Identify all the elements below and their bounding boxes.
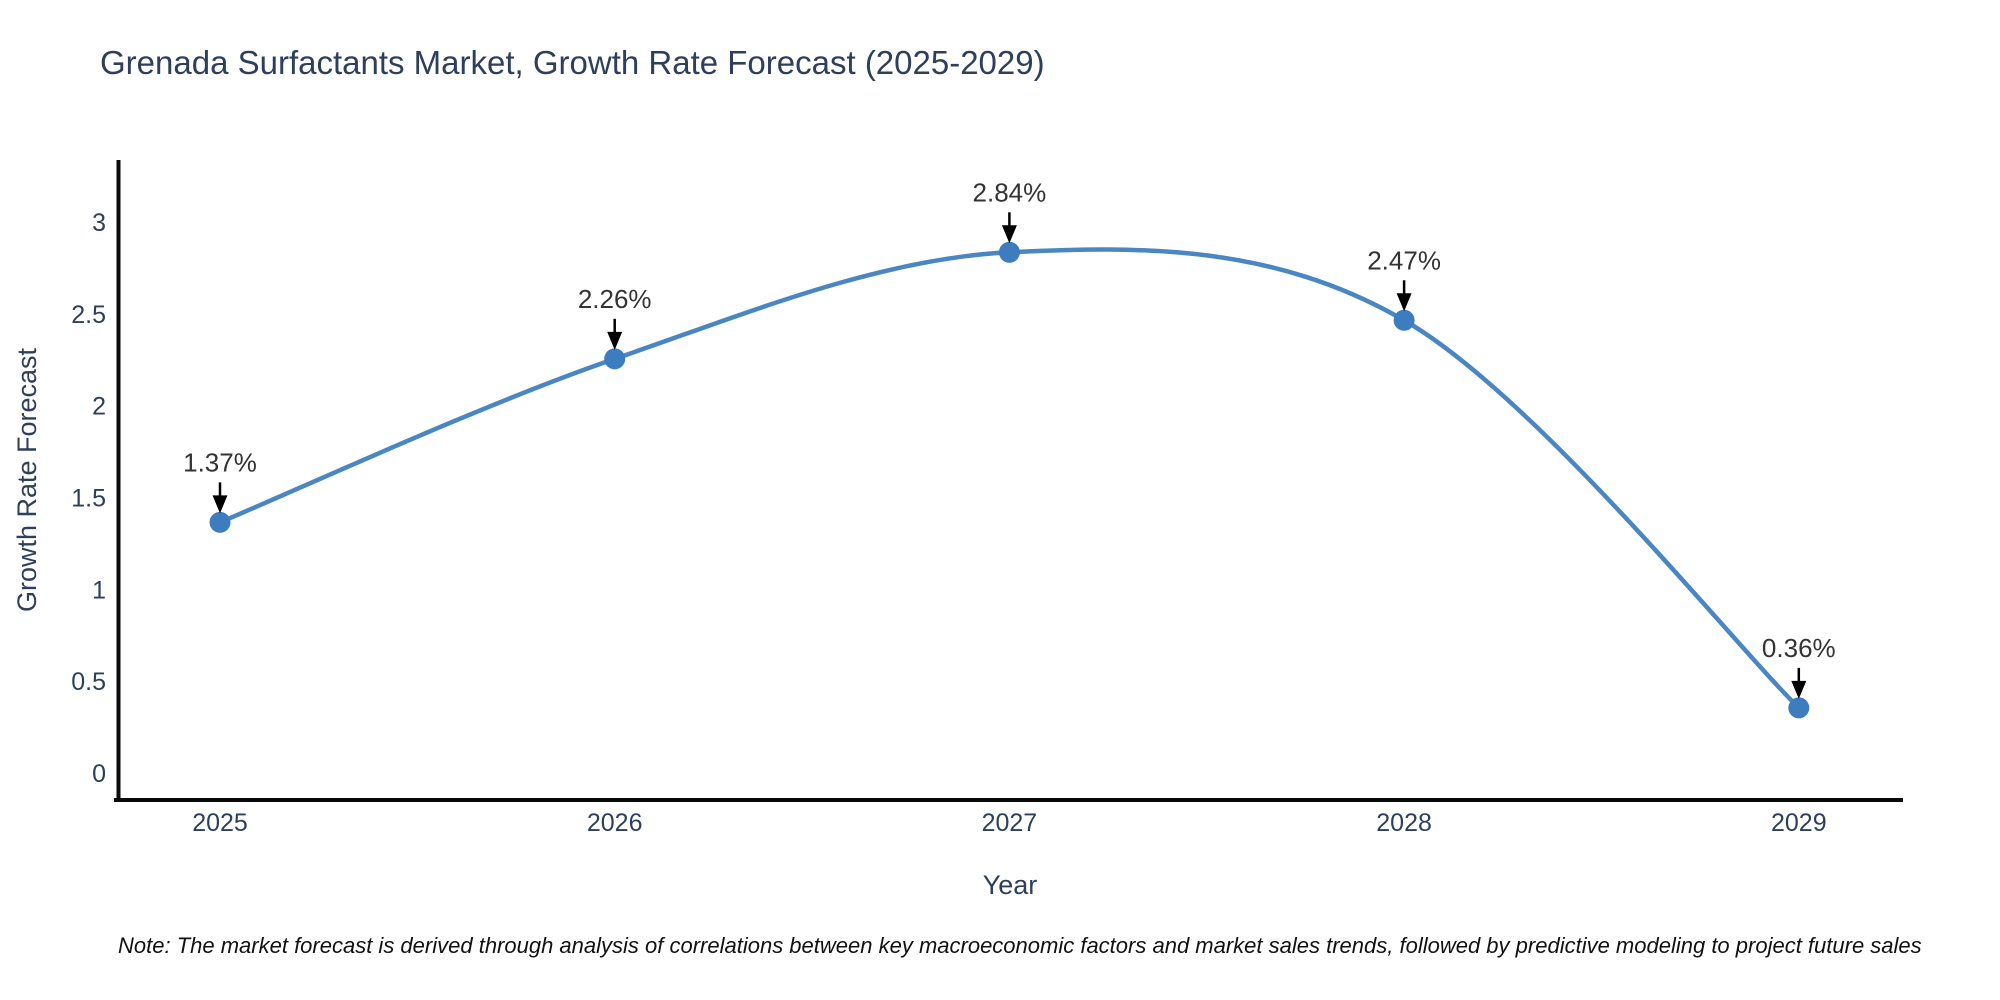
annotation-arrow-head — [1396, 293, 1412, 312]
data-point-2027 — [998, 241, 1020, 263]
y-axis-title: Growth Rate Forecast — [12, 347, 42, 612]
data-point-2028 — [1393, 309, 1415, 331]
point-label: 2.84% — [973, 177, 1047, 207]
data-point-2025 — [209, 511, 231, 533]
data-point-2029 — [1788, 697, 1810, 719]
x-tick-label: 2026 — [587, 809, 643, 837]
x-tick-label: 2028 — [1376, 809, 1432, 837]
y-tick-label: 0 — [92, 760, 106, 788]
point-label: 0.36% — [1762, 633, 1836, 663]
point-label: 1.37% — [183, 447, 257, 477]
y-tick-label: 2.5 — [71, 301, 106, 329]
x-axis-title: Year — [983, 870, 1038, 900]
trend-line-layer — [209, 241, 1810, 719]
point-label: 2.26% — [578, 284, 652, 314]
y-tick-label: 0.5 — [71, 668, 106, 696]
point-label: 2.47% — [1367, 245, 1441, 275]
y-tick-label: 1.5 — [71, 484, 106, 512]
axes-layer: 0 0.5 1 1.5 2 2.5 3 2025 2026 2027 2028 2029 — [71, 160, 1903, 837]
y-tick-label: 1 — [92, 576, 106, 604]
annotation-arrow-head — [607, 331, 623, 350]
y-tick-label: 2 — [92, 393, 106, 421]
data-point-2026 — [604, 348, 626, 370]
x-tick-label: 2029 — [1771, 809, 1827, 837]
y-tick-label: 3 — [92, 209, 106, 237]
footnote-text: Note: The market forecast is derived thr… — [118, 933, 1922, 958]
x-tick-label: 2025 — [192, 809, 248, 837]
trend-line — [217, 247, 1802, 711]
chart-title: Grenada Surfactants Market, Growth Rate … — [100, 44, 1045, 81]
annotation-layer: 1.37% 2.26% 2.84% 2.47% 0.36% — [183, 177, 1836, 699]
annotation-arrow-head — [1791, 680, 1807, 699]
annotation-arrow-head — [1001, 225, 1017, 244]
annotation-arrow-head — [212, 495, 228, 514]
x-tick-label: 2027 — [982, 809, 1038, 837]
